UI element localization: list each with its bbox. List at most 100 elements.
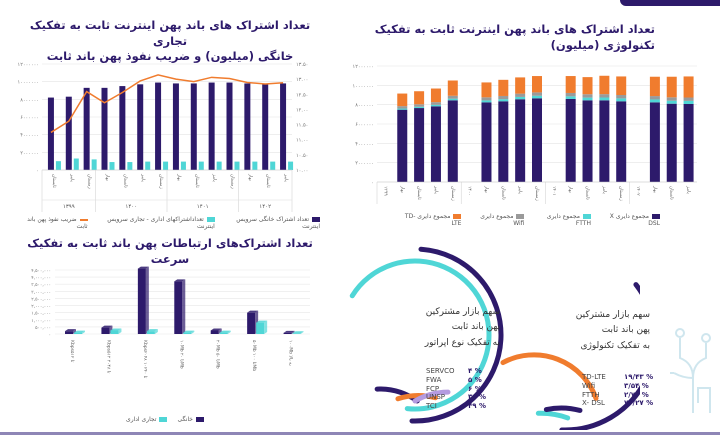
bar-3d-side [300, 331, 304, 334]
chart2-plot: ۰ ۲۰۰۰۰۰۰ ۴۰۰۰۰۰۰ ۶۰۰۰۰۰۰ ۸۰۰۰۰۰۰ ۱۰۰۰۰۰۰۰ ۱۲۰… [353, 64, 697, 204]
y-tick-label: ۸۰۰۰۰۰۰ [20, 97, 39, 103]
legend-swatch [312, 217, 320, 222]
bar-segment [430, 106, 441, 182]
x-tick-label: تابستان [416, 186, 421, 201]
bar-commercial [219, 332, 228, 334]
legend-label: ضریب نفوذ پهن باند ثابت [27, 216, 88, 230]
legend-item: تجاری اداری [126, 416, 168, 423]
pie-legend-label: FCP [426, 384, 440, 393]
bar-household [247, 312, 256, 334]
y2-tick-label: ۱۱.۰۰ [296, 138, 308, 144]
y-tick-label: ۱,۰۰۰,۰۰۰ [31, 319, 51, 324]
year-label: ۱۴۰۱ [197, 204, 209, 210]
pie-legend-value: ۴ % [468, 367, 482, 375]
bar-segment [481, 100, 492, 103]
bar-segment [414, 104, 425, 107]
legend-swatch [516, 214, 525, 219]
pie-legend-label: Wifi [582, 381, 596, 390]
pie2-title-line1: سهم بازار مشترکین [575, 310, 650, 320]
pie-legend-item: UNSP ۳۶ % [426, 393, 486, 402]
year-label: ۱۴۰۲ [635, 186, 640, 196]
bar-segment [532, 95, 542, 99]
bar-segment [397, 108, 408, 110]
bar-3d-side [227, 330, 231, 334]
bar-commercial [91, 159, 97, 170]
bar-segment [649, 102, 660, 182]
bar-household [190, 83, 197, 170]
legend-label: مجموع دایری X DSL [609, 213, 660, 227]
bar-segment [616, 95, 627, 99]
x-tick-label: تابستان [585, 186, 590, 201]
bar-household [137, 84, 144, 170]
bar-segment [447, 95, 458, 99]
x-tick-label: بهار [247, 173, 252, 181]
bar-commercial [55, 161, 61, 170]
x-tick-label: بهار [483, 185, 488, 193]
bar-household [101, 87, 108, 170]
chart3-title: تعداد اشتراک‌های ارتباطات پهن باند ثابت … [27, 236, 313, 266]
x-tick-label: پاییز [686, 185, 691, 194]
bar-3d-side [291, 330, 295, 334]
chart1-title: تعداد اشتراک های باند پهن اینترنت ثابت ب… [20, 18, 320, 65]
x-tick-label: بهار [176, 173, 181, 181]
bar-segment [666, 97, 677, 101]
bar-commercial [256, 322, 265, 334]
pie-legend-label: X- DSL [582, 399, 605, 408]
bar-segment [582, 100, 593, 182]
bar-segment [616, 98, 627, 102]
bar-commercial [270, 161, 276, 170]
bar-commercial [110, 330, 119, 334]
year-label: ۱۴۰۱ [551, 186, 556, 196]
legend-item: مجموع دایری FTTH [534, 213, 591, 227]
legend-label: مجموع دایری TD-LTE [404, 213, 462, 227]
bar-household [226, 82, 233, 170]
legend-item: مجموع دایری TD-LTE [400, 213, 462, 227]
x-tick-label: زمستان [534, 186, 539, 201]
y-tick-label: ۱۲۰۰۰۰۰۰ [18, 62, 39, 68]
bar-segment [599, 94, 610, 98]
y-tick-label: ۴,۰۰۰,۰۰۰ [31, 276, 51, 281]
bar-household [83, 87, 90, 170]
pie-legend-value: ۴۹ % [468, 402, 486, 411]
x-tick-label: تابستان [194, 174, 199, 189]
bar-household [280, 83, 287, 170]
bar-segment [447, 100, 458, 182]
bar-household [101, 327, 110, 334]
bar-segment [447, 80, 458, 96]
chart3-plot: ۰ ۵۰۰,۰۰۰ ۱,۰۰۰,۰۰۰ ۱,۵۰۰,۰۰۰ ۲,۰۰۰,۰۰۰ ۲,۵۰۰… [31, 266, 310, 379]
bar-segment [498, 99, 509, 102]
legend-swatch [652, 214, 660, 219]
bar-household [210, 330, 219, 334]
bar-segment [616, 76, 627, 95]
pie-legend-item: Wifi ۳/۵۴ % [582, 382, 653, 391]
y-tick-label: ۴۰۰۰۰۰۰ [20, 133, 39, 139]
arc-ftth [535, 410, 571, 421]
legend-label: تجاری اداری [126, 416, 157, 423]
year-label: ۱۴۰۰ [467, 186, 472, 196]
pie-legend-item: FWA ۵ % [426, 376, 486, 385]
header-accent [620, 0, 720, 6]
legend-swatch [582, 214, 591, 219]
bar-commercial [183, 332, 192, 334]
bar-segment [515, 96, 526, 100]
bar-3d-top [283, 330, 295, 333]
footer-line [0, 432, 720, 435]
bar-3d-side [82, 330, 85, 334]
bar-household [65, 331, 73, 334]
pie-legend-value: ۶ % [468, 384, 482, 393]
chart3-legend: خانگی تجاری اداری [100, 416, 230, 423]
x-tick-label: پاییز [517, 185, 522, 194]
pie-legend-value: ۵ % [468, 375, 482, 384]
x-tick-label: تابستان [122, 174, 127, 189]
x-tick-label: Kbps۵۱۲ تا ۲۰۴۸ [105, 340, 111, 374]
bar-3d-side [218, 328, 222, 334]
x-tick-label: زمستان [158, 174, 163, 189]
y-tick-label: ۳,۰۰۰,۰۰۰ [31, 289, 51, 295]
bar-commercial [145, 161, 151, 170]
bar-3d-side [154, 329, 158, 334]
bar-household [172, 83, 179, 170]
pie1-title: سهم بازار مشترکین پهن باند ثابت به تفکیک… [400, 305, 500, 351]
x-tick-label: پاییز [283, 173, 288, 182]
chart1-legend: تعداد اشتراک خانگی سرویس اینترنت تعداداشت… [20, 216, 320, 230]
y-tick-label: ۴,۵۰۰,۰۰۰ [31, 269, 51, 274]
